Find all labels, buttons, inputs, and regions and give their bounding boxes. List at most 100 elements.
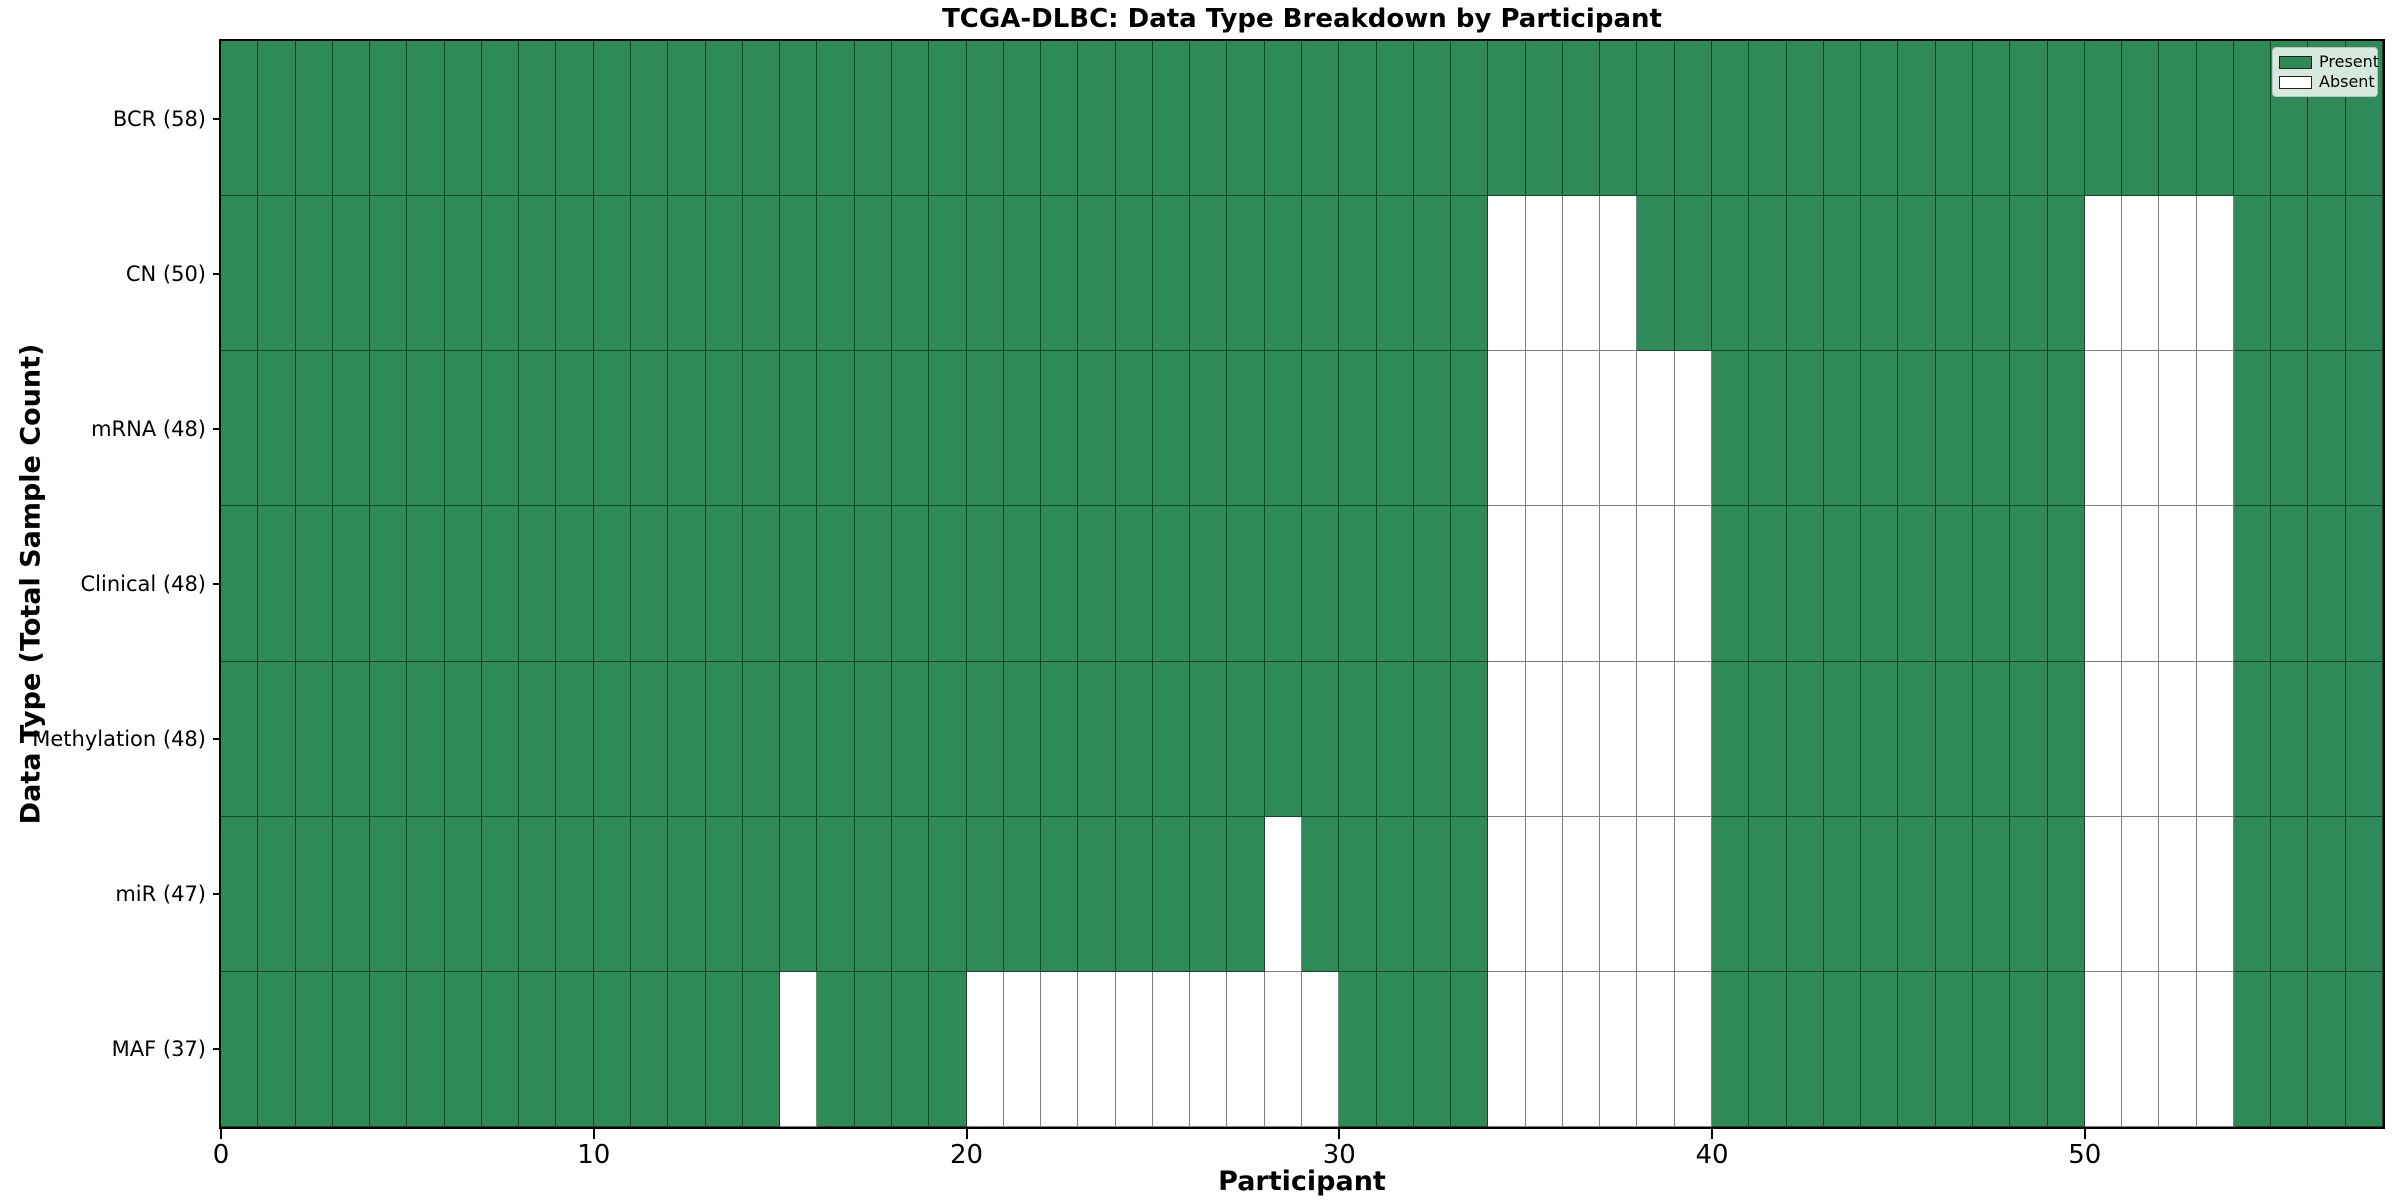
heatmap-cell — [1749, 41, 1787, 197]
heatmap-cell — [556, 506, 594, 662]
heatmap-cell — [2010, 661, 2048, 817]
heatmap-cell — [1003, 41, 1042, 197]
heatmap-cell — [1041, 506, 1079, 662]
heatmap-cell — [1413, 661, 1452, 817]
heatmap-cell — [2010, 816, 2048, 972]
heatmap-cell — [1152, 41, 1191, 197]
heatmap-cell — [519, 196, 557, 352]
y-axis-title: Data Type (Total Sample Count) — [15, 343, 47, 825]
heatmap-cell — [258, 351, 296, 507]
heatmap-cell — [1488, 196, 1526, 352]
heatmap-cell — [2345, 506, 2383, 662]
heatmap-cell — [1525, 506, 1563, 662]
heatmap-cell — [1339, 196, 1377, 352]
heatmap-cell — [780, 41, 818, 197]
heatmap-cell — [1302, 971, 1340, 1127]
heatmap-cell — [817, 971, 855, 1127]
heatmap-cell — [1749, 196, 1787, 352]
heatmap-cell — [1041, 351, 1079, 507]
heatmap-cell — [1264, 816, 1302, 972]
heatmap-cell — [2345, 196, 2383, 352]
legend-swatch — [2279, 55, 2312, 69]
x-tick-label: 20 — [949, 1140, 984, 1170]
heatmap-cell — [780, 506, 818, 662]
heatmap-cell — [370, 351, 408, 507]
heatmap-cell — [742, 41, 781, 197]
heatmap-cell — [631, 41, 669, 197]
heatmap-cell — [780, 351, 818, 507]
heatmap-cell — [2122, 196, 2160, 352]
heatmap-cell — [295, 196, 333, 352]
heatmap-cell — [742, 816, 781, 972]
heatmap-cell — [2084, 351, 2123, 507]
heatmap-cell — [444, 351, 482, 507]
heatmap-cell — [519, 661, 557, 817]
heatmap-cell — [444, 661, 482, 817]
heatmap-cell — [2271, 971, 2309, 1127]
y-tick-mark — [213, 272, 221, 275]
heatmap-cell — [854, 506, 892, 662]
heatmap-cell — [1190, 506, 1228, 662]
heatmap-cell — [891, 196, 930, 352]
y-tick-mark — [213, 427, 221, 430]
x-tick-label: 30 — [1322, 1140, 1356, 1170]
heatmap-cell — [370, 41, 408, 197]
heatmap-cell — [1562, 506, 1601, 662]
heatmap-cell — [1562, 41, 1601, 197]
heatmap-cell — [1488, 351, 1526, 507]
heatmap-cell — [2159, 971, 2197, 1127]
heatmap-cell — [1600, 661, 1638, 817]
heatmap-cell — [444, 816, 482, 972]
heatmap-cell — [1637, 971, 1675, 1127]
heatmap-cell — [1861, 196, 1899, 352]
x-tick-label: 10 — [577, 1140, 611, 1170]
heatmap-cell — [1376, 196, 1414, 352]
heatmap-cell — [1115, 41, 1153, 197]
heatmap-cell — [1264, 196, 1302, 352]
heatmap-cell — [1898, 41, 1936, 197]
heatmap-cell — [519, 506, 557, 662]
heatmap-cell — [1712, 971, 1750, 1127]
heatmap-cell — [780, 816, 818, 972]
heatmap-cell — [1935, 971, 1973, 1127]
heatmap-cell — [2308, 971, 2346, 1127]
heatmap-cell — [1562, 816, 1601, 972]
heatmap-cell — [332, 196, 371, 352]
heatmap-cell — [631, 816, 669, 972]
heatmap-cell — [2084, 506, 2123, 662]
heatmap-cell — [780, 971, 818, 1127]
heatmap-cell — [1413, 971, 1452, 1127]
heatmap-cell — [295, 506, 333, 662]
heatmap-cell — [1712, 351, 1750, 507]
heatmap-cell — [2047, 41, 2085, 197]
heatmap-cell — [2159, 816, 2197, 972]
heatmap-cell — [481, 351, 520, 507]
heatmap-cell — [1600, 196, 1638, 352]
heatmap-cell — [1712, 41, 1750, 197]
heatmap-cell — [2196, 196, 2234, 352]
heatmap-cell — [258, 196, 296, 352]
heatmap-cell — [1339, 351, 1377, 507]
heatmap-cell — [2159, 41, 2197, 197]
heatmap-cell — [556, 816, 594, 972]
heatmap-cell — [1302, 41, 1340, 197]
heatmap-cell — [556, 661, 594, 817]
heatmap-cell — [258, 971, 296, 1127]
heatmap-cell — [1078, 196, 1116, 352]
x-tick-mark — [2083, 1129, 2086, 1139]
heatmap-cell — [444, 41, 482, 197]
heatmap-cell — [1861, 661, 1899, 817]
heatmap-cell — [1749, 971, 1787, 1127]
heatmap-cell — [519, 816, 557, 972]
heatmap-cell — [556, 41, 594, 197]
legend: Present Absent — [2272, 47, 2379, 97]
heatmap-cell — [1227, 351, 1265, 507]
heatmap-cell — [1935, 816, 1973, 972]
heatmap-cell — [1600, 506, 1638, 662]
heatmap-cell — [1823, 816, 1862, 972]
heatmap-cell — [370, 971, 408, 1127]
heatmap-cell — [2122, 971, 2160, 1127]
heatmap-cell — [1600, 351, 1638, 507]
heatmap-cell — [1525, 351, 1563, 507]
heatmap-cell — [891, 816, 930, 972]
